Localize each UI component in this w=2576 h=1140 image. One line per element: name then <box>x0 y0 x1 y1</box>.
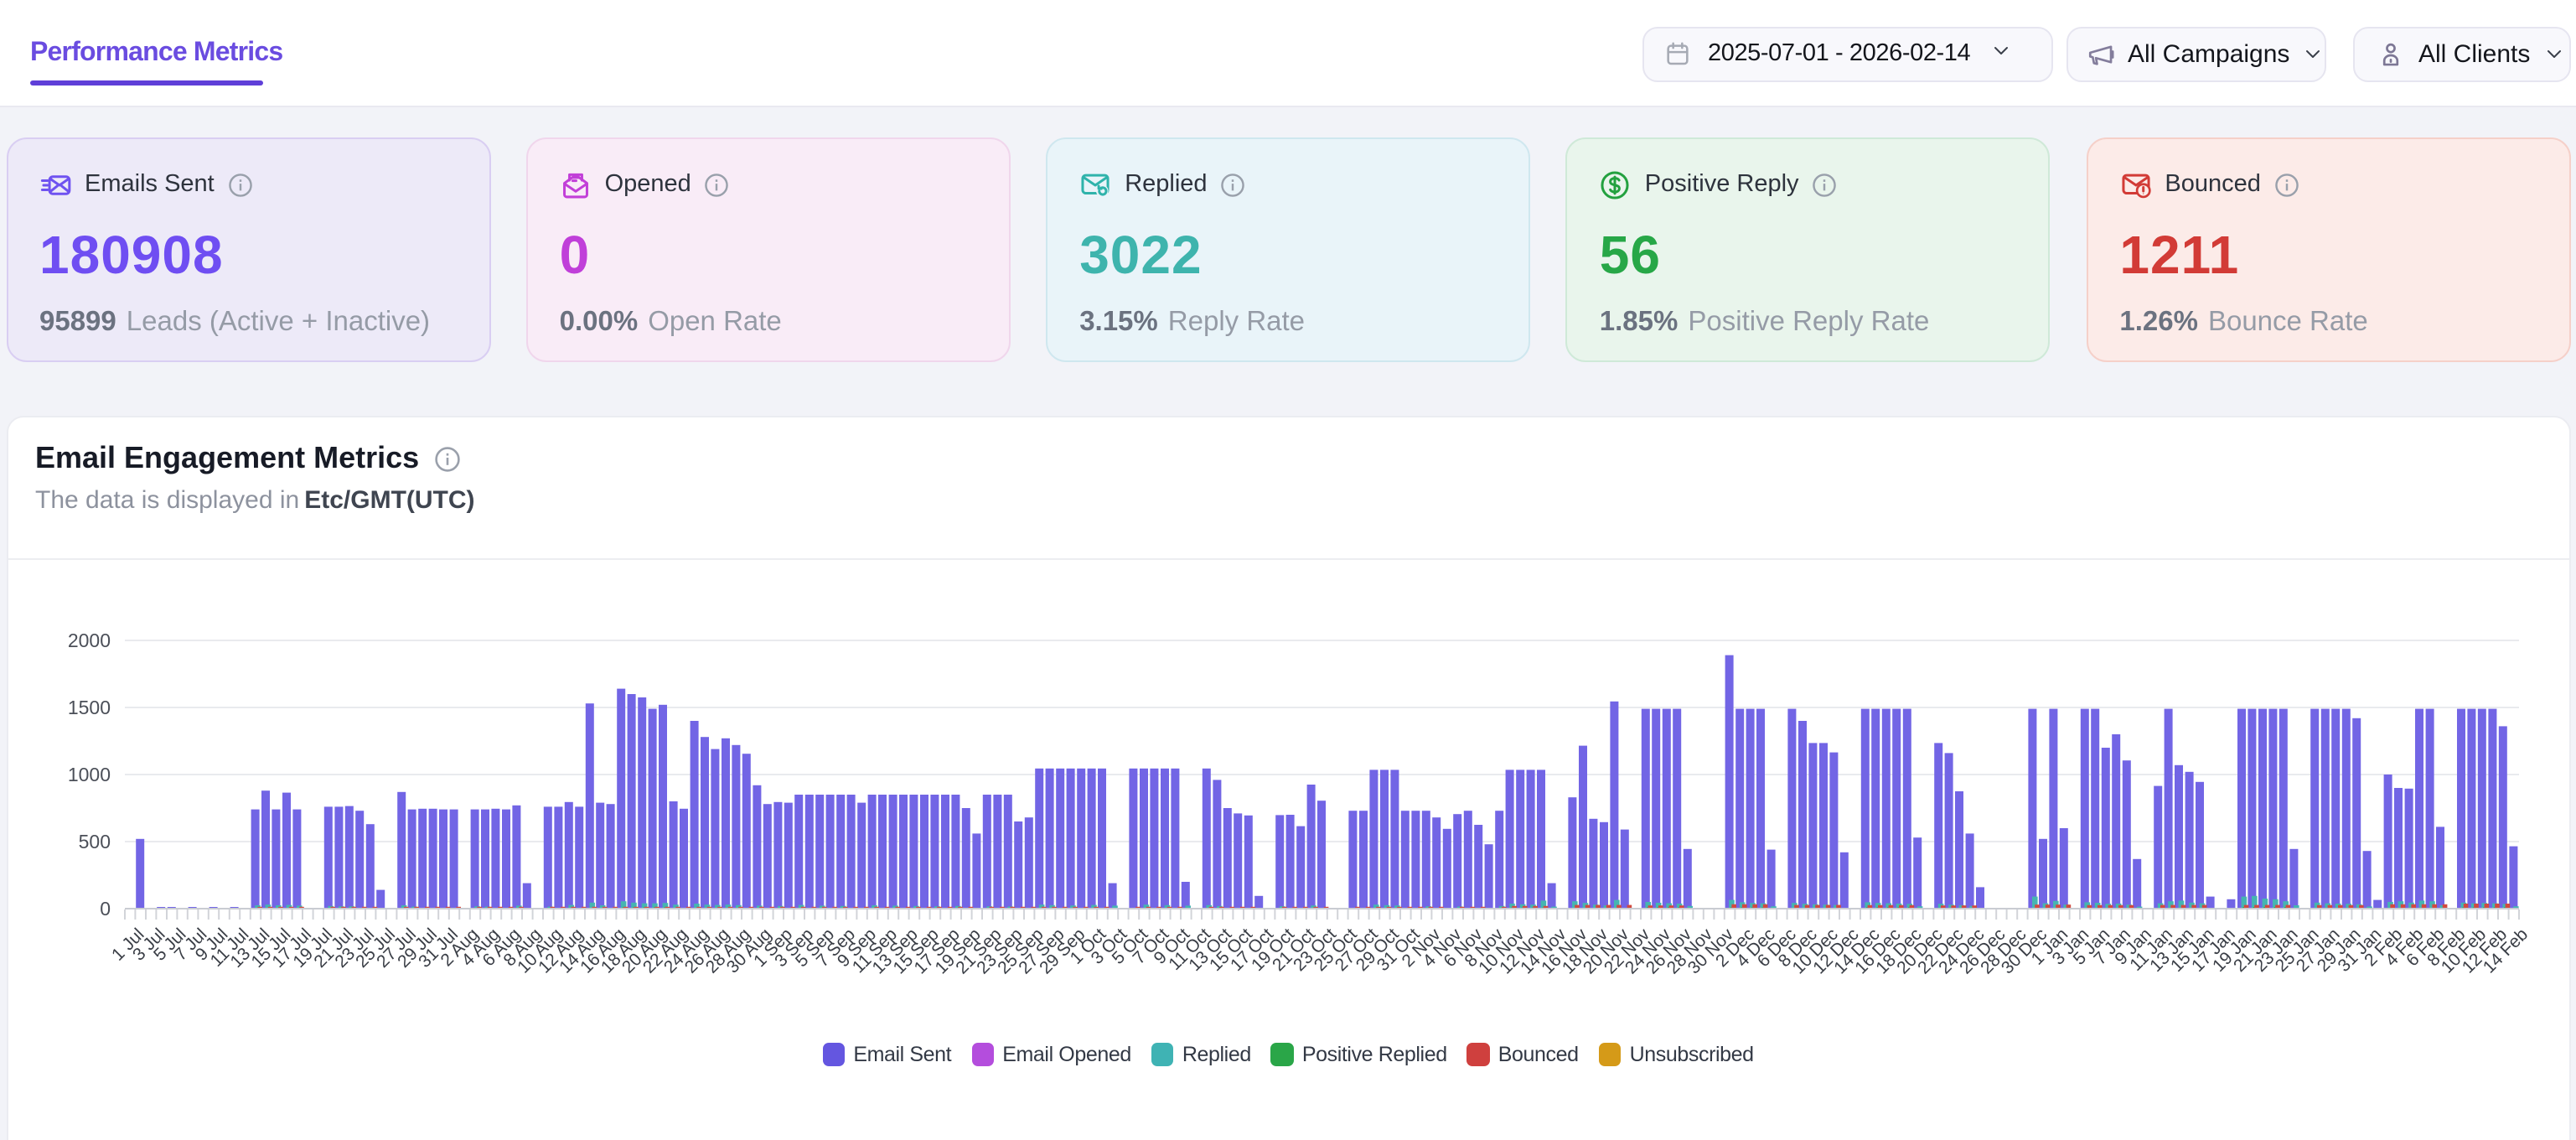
svg-text:1500: 1500 <box>68 697 111 718</box>
svg-text:0: 0 <box>100 898 111 920</box>
svg-text:500: 500 <box>79 831 111 852</box>
svg-text:2000: 2000 <box>68 630 111 651</box>
svg-text:1000: 1000 <box>68 764 111 785</box>
